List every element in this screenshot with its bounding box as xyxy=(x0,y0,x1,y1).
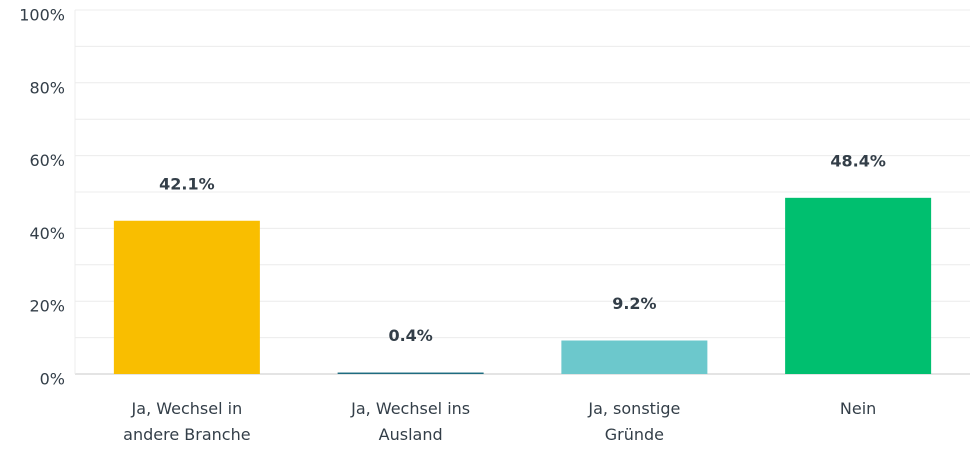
y-tick-label: 40% xyxy=(29,224,65,243)
x-tick-label: Ja, Wechsel in andere Branche xyxy=(123,399,251,444)
y-tick-label: 100% xyxy=(19,6,65,25)
x-tick-label: Ja, Wechsel ins Ausland xyxy=(351,399,471,444)
value-label: 0.4% xyxy=(388,326,432,345)
value-label: 48.4% xyxy=(830,151,886,170)
bar xyxy=(785,197,932,374)
value-label: 9.2% xyxy=(612,294,656,313)
bar xyxy=(337,372,484,374)
value-label: 42.1% xyxy=(159,174,215,193)
y-tick-label: 60% xyxy=(29,151,65,170)
y-tick-label: 20% xyxy=(29,297,65,316)
bar xyxy=(113,220,260,374)
x-tick-label: Ja, sonstige Gründe xyxy=(588,399,681,444)
x-tick-label: Nein xyxy=(839,399,877,418)
bar xyxy=(561,340,708,374)
y-tick-label: 0% xyxy=(40,370,65,389)
y-tick-label: 80% xyxy=(29,78,65,97)
